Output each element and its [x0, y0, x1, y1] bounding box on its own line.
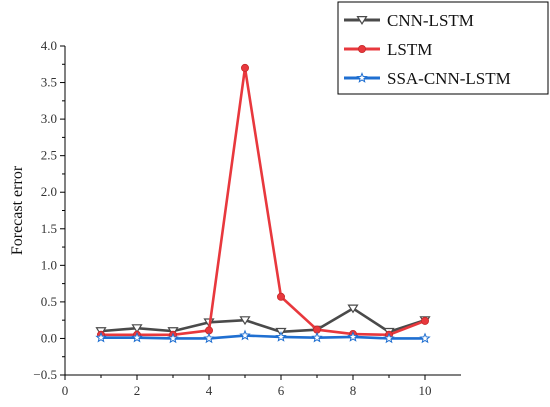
series-layer [95, 63, 431, 344]
y-tick-label: 0.5 [41, 294, 57, 309]
series-line [101, 66, 426, 337]
data-point [95, 331, 107, 343]
y-tick-label: −0.5 [33, 367, 57, 382]
y-tick-label: 4.0 [41, 38, 57, 53]
y-tick-label: 2.5 [41, 148, 57, 163]
y-tick-label: 1.5 [41, 221, 57, 236]
y-tick-label: 1.0 [41, 257, 57, 272]
x-tick-label: 4 [206, 383, 213, 398]
data-point [419, 332, 431, 344]
data-point [347, 331, 359, 342]
data-point [347, 304, 359, 314]
x-tick-label: 10 [419, 383, 432, 398]
data-point [167, 332, 179, 344]
data-point [357, 45, 366, 54]
data-point [131, 331, 143, 343]
axis-ticks: −0.5 0.0 0.5 1.0 1.5 2.0 2.5 3.0 3.5 4.0 0 2 4 6 8 10 [33, 38, 431, 398]
legend-label: LSTM [387, 40, 432, 59]
legend-item: LSTM [344, 40, 432, 59]
data-point [311, 331, 323, 343]
x-tick-label: 6 [278, 383, 285, 398]
legend-label: SSA-CNN-LSTM [387, 69, 511, 88]
series-line [101, 334, 425, 340]
series-line [100, 307, 426, 334]
y-tick-label: 3.5 [41, 75, 57, 90]
data-point [356, 72, 368, 83]
data-point [203, 332, 215, 344]
legend-label: CNN-LSTM [387, 11, 474, 30]
series-lstm [97, 63, 429, 339]
data-point [239, 329, 251, 341]
data-point [420, 316, 429, 325]
series-ssa-cnn-lstm [95, 329, 431, 344]
legend-item: SSA-CNN-LSTM [344, 69, 511, 88]
x-tick-label: 8 [350, 383, 357, 398]
y-tick-label: 2.0 [41, 184, 57, 199]
data-point [356, 16, 368, 25]
x-tick-label: 2 [134, 383, 141, 398]
legend-item: CNN-LSTM [344, 11, 474, 30]
data-point [131, 324, 143, 334]
data-point [383, 332, 395, 344]
data-point [276, 292, 285, 301]
data-point [275, 331, 287, 342]
y-tick-label: 3.0 [41, 111, 57, 126]
data-point [240, 63, 249, 72]
data-point [239, 316, 251, 326]
legend: CNN-LSTM LSTM SSA-CNN-LSTM [337, 1, 549, 95]
y-tick-label: 0.0 [41, 330, 57, 345]
y-axis-title: Forecast error [9, 165, 26, 255]
series-cnn-lstm [95, 304, 431, 337]
x-tick-label: 0 [62, 383, 69, 398]
